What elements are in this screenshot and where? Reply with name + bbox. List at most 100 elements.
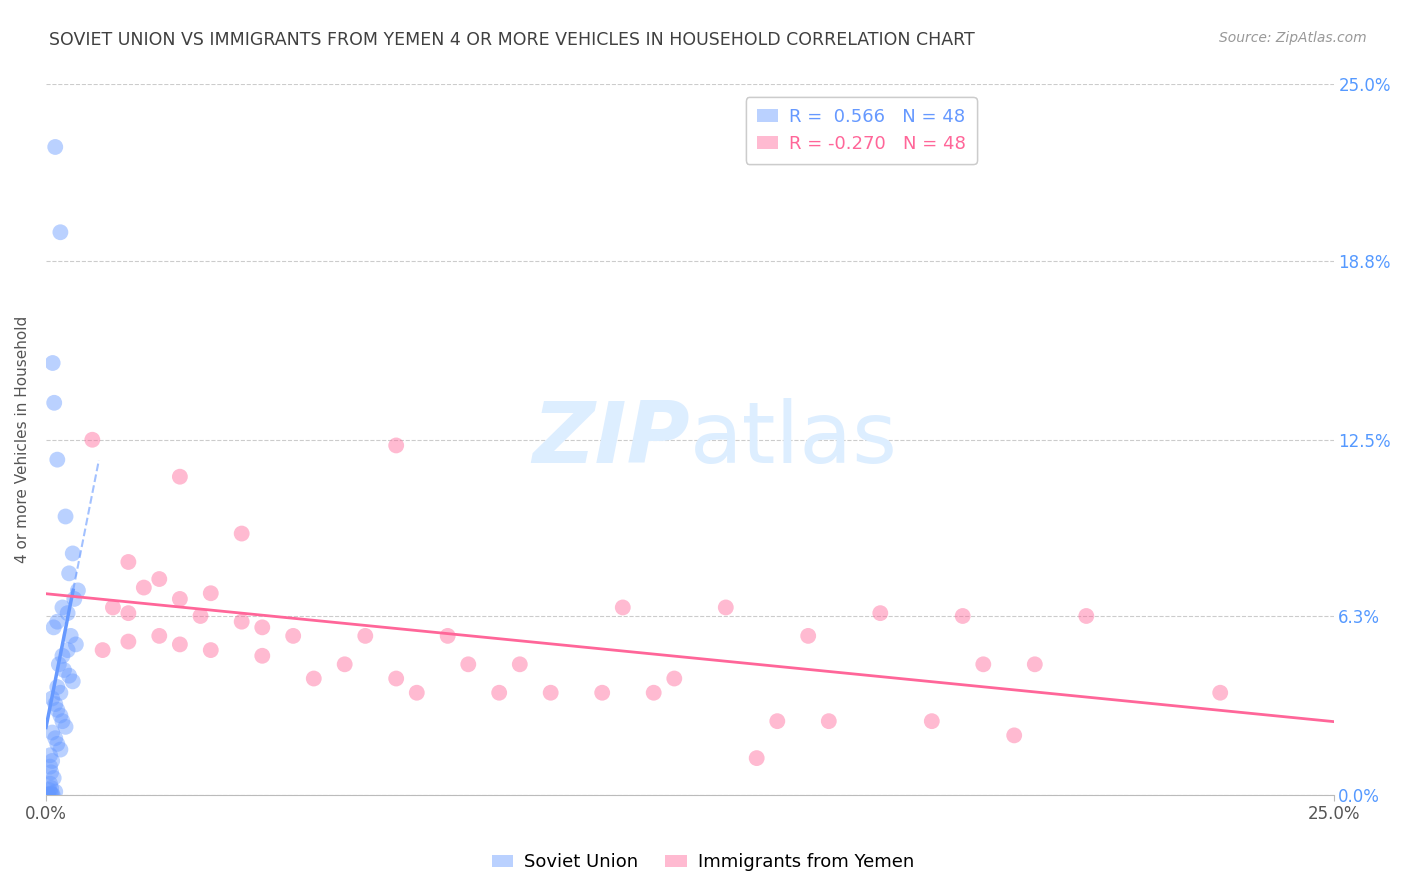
Point	[39, 777, 62, 791]
Point	[49, 708, 72, 723]
Point	[58, 668, 80, 682]
Point	[405, 686, 427, 700]
Point	[62, 546, 84, 560]
Y-axis label: 4 or more Vehicles in Household: 4 or more Vehicles in Household	[15, 316, 30, 564]
Point	[643, 686, 665, 700]
Text: Source: ZipAtlas.com: Source: ZipAtlas.com	[1219, 31, 1367, 45]
Point	[91, 643, 114, 657]
Point	[612, 600, 634, 615]
Point	[117, 555, 139, 569]
Point	[41, 754, 63, 768]
Point	[385, 438, 408, 452]
Point	[38, 788, 60, 802]
Point	[53, 663, 76, 677]
Point	[41, 691, 63, 706]
Point	[231, 526, 253, 541]
Point	[797, 629, 820, 643]
Point	[46, 703, 69, 717]
Point	[46, 452, 69, 467]
Point	[82, 433, 104, 447]
Point	[58, 566, 80, 581]
Point	[41, 787, 63, 801]
Point	[44, 785, 66, 799]
Point	[169, 637, 191, 651]
Point	[56, 606, 79, 620]
Point	[1209, 686, 1232, 700]
Point	[48, 657, 70, 672]
Point	[55, 509, 77, 524]
Point	[59, 629, 82, 643]
Point	[148, 572, 170, 586]
Point	[283, 629, 305, 643]
Point	[766, 714, 789, 728]
Point	[51, 600, 73, 615]
Text: SOVIET UNION VS IMMIGRANTS FROM YEMEN 4 OR MORE VEHICLES IN HOUSEHOLD CORRELATIO: SOVIET UNION VS IMMIGRANTS FROM YEMEN 4 …	[49, 31, 974, 49]
Point	[972, 657, 994, 672]
Point	[41, 788, 63, 802]
Point	[44, 697, 66, 711]
Point	[200, 643, 222, 657]
Point	[231, 615, 253, 629]
Point	[1002, 728, 1025, 742]
Point	[190, 609, 212, 624]
Point	[436, 629, 458, 643]
Point	[745, 751, 768, 765]
Point	[817, 714, 839, 728]
Point	[51, 648, 73, 663]
Point	[509, 657, 531, 672]
Point	[44, 396, 66, 410]
Point	[869, 606, 891, 620]
Point	[39, 780, 62, 795]
Point	[39, 765, 62, 780]
Point	[62, 674, 84, 689]
Point	[714, 600, 737, 615]
Point	[148, 629, 170, 643]
Point	[56, 643, 79, 657]
Point	[302, 672, 325, 686]
Point	[921, 714, 943, 728]
Text: atlas: atlas	[690, 398, 898, 482]
Point	[42, 771, 65, 785]
Point	[65, 637, 87, 651]
Point	[63, 591, 86, 606]
Point	[252, 620, 274, 634]
Point	[49, 225, 72, 239]
Point	[664, 672, 686, 686]
Point	[591, 686, 613, 700]
Point	[42, 620, 65, 634]
Point	[1076, 609, 1098, 624]
Point	[1024, 657, 1046, 672]
Point	[457, 657, 479, 672]
Legend: R =  0.566   N = 48, R = -0.270   N = 48: R = 0.566 N = 48, R = -0.270 N = 48	[745, 97, 977, 164]
Text: ZIP: ZIP	[531, 398, 690, 482]
Point	[41, 356, 63, 370]
Point	[39, 786, 62, 800]
Point	[55, 720, 77, 734]
Point	[117, 634, 139, 648]
Point	[37, 788, 59, 802]
Point	[46, 737, 69, 751]
Point	[66, 583, 89, 598]
Point	[39, 748, 62, 763]
Point	[200, 586, 222, 600]
Point	[488, 686, 510, 700]
Point	[51, 714, 73, 728]
Point	[49, 686, 72, 700]
Point	[46, 680, 69, 694]
Point	[38, 783, 60, 797]
Point	[333, 657, 356, 672]
Point	[49, 742, 72, 756]
Point	[952, 609, 974, 624]
Point	[46, 615, 69, 629]
Point	[132, 581, 155, 595]
Point	[117, 606, 139, 620]
Point	[252, 648, 274, 663]
Point	[44, 140, 66, 154]
Point	[44, 731, 66, 746]
Point	[169, 469, 191, 483]
Point	[101, 600, 124, 615]
Point	[39, 759, 62, 773]
Point	[169, 591, 191, 606]
Point	[41, 725, 63, 739]
Point	[540, 686, 562, 700]
